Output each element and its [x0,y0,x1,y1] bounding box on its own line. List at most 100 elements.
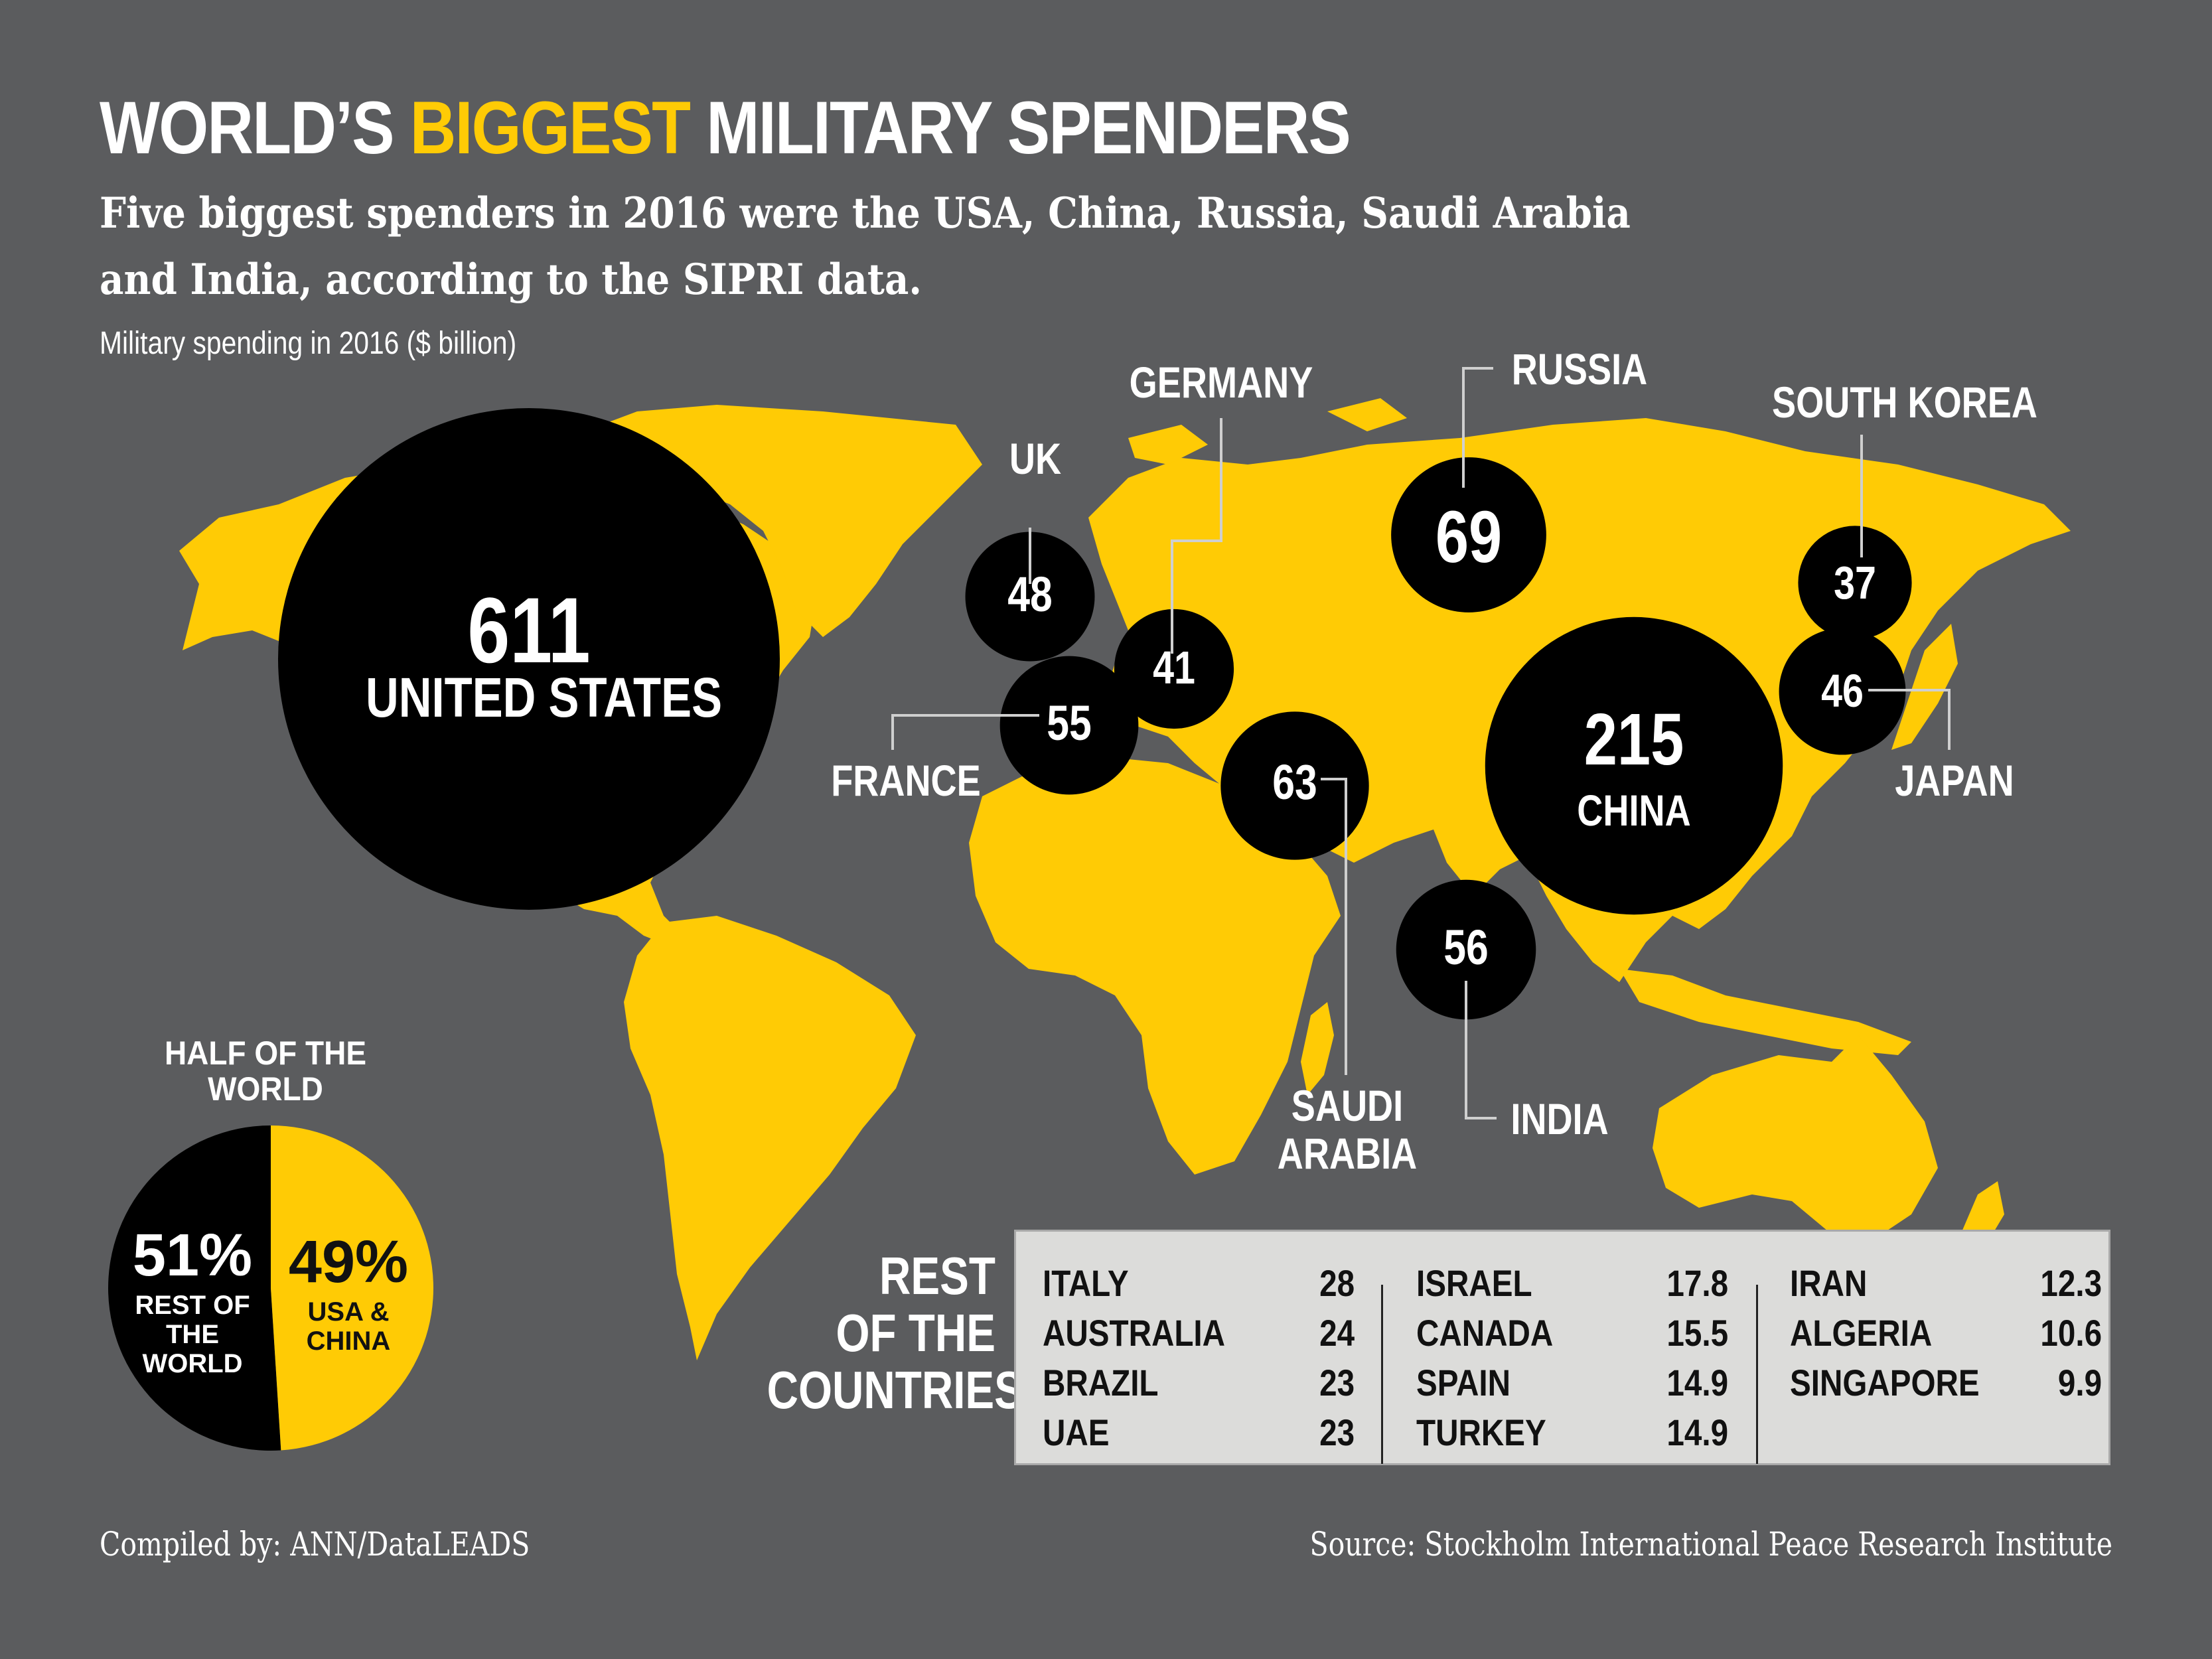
france-label: FRANCE [831,756,981,805]
country-value: 17.8 [1666,1262,1729,1304]
country-value: 9.9 [2057,1362,2102,1404]
bubble-uk [965,532,1095,662]
south-korea-label: SOUTH KOREA [1772,378,2037,427]
saudi-label-line2: ARABIA [1277,1129,1418,1178]
pie-usa-line2: CHINA [306,1327,391,1356]
bubble-china [1485,616,1783,915]
source-credit: Source: Stockholm International Peace Re… [1309,1525,2112,1563]
uk-label: UK [1009,434,1062,483]
country-value: 28 [1319,1262,1355,1304]
page-title: WORLD’S BIGGEST MILITARY SPENDERS [100,85,1351,171]
title-highlight: BIGGEST [409,86,691,169]
subtitle: Five biggest spenders in 2016 were the U… [100,188,1631,305]
pie-usa-value: 49% [288,1229,409,1295]
us-value: 611 [467,578,591,682]
japan-label: JAPAN [1895,756,2014,805]
bubble-south-korea [1798,526,1912,640]
svalbard-shape [1128,425,1208,465]
south-america-shape [624,916,916,1360]
country-value: 12.3 [2040,1262,2102,1304]
country-value: 24 [1319,1312,1355,1354]
africa-shape [969,757,1341,1175]
table-row: AUSTRALIA 24 [1043,1308,1355,1358]
pie-rest-value: 51% [132,1222,253,1289]
country-name: ITALY [1043,1262,1129,1304]
france-value: 55 [1047,695,1092,751]
saudi-leader-line [1321,778,1347,1075]
country-value: 23 [1319,1362,1355,1404]
table-row: UAE 23 [1043,1407,1355,1457]
us-name: UNITED STATES [366,666,723,729]
country-name: TURKEY [1416,1411,1546,1453]
pie-chart [108,1125,434,1451]
saudi-label-line1: SAUDI [1291,1081,1404,1130]
japan-shape [1891,624,1958,750]
country-name: CANADA [1416,1312,1554,1354]
country-name: IRAN [1790,1262,1868,1304]
leader-lines [891,367,1951,1119]
madagascar-shape [1301,1002,1334,1095]
pie-rest-line3: WORLD [142,1349,243,1378]
table-row: BRAZIL 23 [1043,1358,1355,1407]
siberian-islands-shape [1327,398,1407,431]
title-part2: MILITARY SPENDERS [706,86,1351,169]
france-leader-line [891,714,1039,750]
china-value: 215 [1584,699,1684,780]
pie-rest-label: REST OF THE WORLD [129,1291,256,1378]
unit-note: Military spending in 2016 ($ billion) [100,326,517,361]
russia-value: 69 [1435,496,1503,578]
rest-title-line1: REST [879,1246,995,1305]
uk-value: 48 [1007,567,1053,622]
germany-label: GERMANY [1129,358,1313,407]
table-column-1: ITALY 28 AUSTRALIA 24 BRAZIL 23 UAE 23 [1043,1258,1355,1457]
saudi-value: 63 [1272,755,1317,810]
country-value: 10.6 [2040,1312,2102,1354]
pie-rest-line1: REST OF [135,1291,250,1320]
country-value: 23 [1319,1411,1355,1453]
title-part1: WORLD’S [100,86,394,169]
bubble-saudi-arabia [1220,711,1369,860]
japan-leader-line [1868,689,1951,750]
table-row: CANADA 15.5 [1416,1308,1728,1358]
pie-usa-line1: USA & [307,1297,390,1327]
table-row: TURKEY 14.9 [1416,1407,1728,1457]
germany-leader-line [1171,418,1222,654]
pie-slice-usa-china [271,1125,434,1451]
country-name: ALGERIA [1790,1312,1933,1354]
country-name: SPAIN [1416,1362,1511,1404]
pie-slice-rest-of-the-world [108,1125,281,1451]
rest-title-line2: OF THE [836,1303,995,1362]
russia-leader-line [1462,367,1493,488]
country-name: BRAZIL [1043,1362,1159,1404]
bubble-russia [1391,457,1546,613]
table-row: SPAIN 14.9 [1416,1358,1728,1407]
china-name: CHINA [1577,786,1691,835]
country-name: UAE [1043,1411,1110,1453]
country-value: 14.9 [1666,1362,1729,1404]
bubble-india [1396,879,1536,1020]
japan-value: 46 [1821,665,1864,717]
rest-title-line3: COUNTRIES [767,1360,1023,1419]
country-name: ISRAEL [1416,1262,1532,1304]
australia-shape [1653,1035,1938,1241]
column-divider [1756,1285,1758,1464]
bubble-france [999,656,1139,795]
indonesia-shape [1619,969,1911,1055]
india-value: 56 [1443,920,1489,975]
russia-label: RUSSIA [1511,344,1648,394]
country-name: AUSTRALIA [1043,1312,1226,1354]
table-column-3: IRAN 12.3 ALGERIA 10.6 SINGAPORE 9.9 [1790,1258,2102,1407]
pie-title-line1: HALF OF THE [164,1035,367,1072]
bubble-layer [278,408,1912,1020]
rest-title: REST OF THE COUNTRIES [767,1246,1023,1419]
table-column-2: ISRAEL 17.8 CANADA 15.5 SPAIN 14.9 TURKEY 14.9 [1416,1258,1728,1457]
country-value: 15.5 [1666,1312,1729,1354]
table-row: SINGAPORE 9.9 [1790,1358,2102,1407]
india-label: INDIA [1511,1094,1609,1143]
table-row: ALGERIA 10.6 [1790,1308,2102,1358]
south-korea-value: 37 [1834,557,1876,609]
pie-usa-label: USA & CHINA [285,1297,411,1356]
bubble-united-states [278,408,780,910]
bubble-germany [1114,609,1234,729]
